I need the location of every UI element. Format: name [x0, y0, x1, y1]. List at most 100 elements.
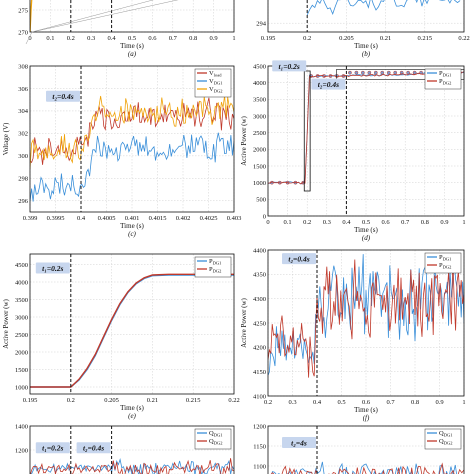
annotation-label: t₂=0.4s — [52, 92, 73, 101]
series-line-s0 — [30, 0, 33, 32]
y-tick-label: 294 — [256, 21, 267, 28]
annotation-bg — [282, 437, 316, 448]
y-tick-label: 3000 — [253, 113, 266, 120]
y-tick-label: 302 — [18, 131, 28, 138]
x-tick-label: 0.22 — [458, 35, 469, 42]
series-group — [30, 457, 234, 474]
tick-labels: 0.195 0.2 0.205 0.21 0.215 0.22 294 — [256, 21, 469, 43]
legend-box — [194, 256, 232, 278]
panel-caption: (e) — [128, 412, 136, 420]
series-line-VDG2 — [30, 95, 234, 170]
legend-label: QDG1 — [209, 430, 222, 438]
legend-label: QDG2 — [439, 438, 452, 446]
panel-caption: (d) — [362, 234, 371, 242]
tick-labels: 0 0.1 0.2 0.3 0.4 0.5 0.6 0.7 0.8 0.9 1 270 275 — [18, 7, 235, 42]
tick-labels: 0.2 0.3 0.4 0.5 0.6 0.7 0.8 0.9 1 4100 4150 4200 425… — [253, 247, 466, 406]
y-tick-label: 275 — [18, 7, 28, 14]
x-tick-label: 0.6 — [382, 219, 391, 226]
x-tick-label: 0.3 — [323, 219, 331, 226]
x-tick-label: 0.8 — [421, 219, 429, 226]
annotation-bg — [35, 262, 70, 274]
data-point — [361, 70, 365, 75]
chart-b: 0.195 0.2 0.205 0.21 0.215 0.22 294 Time (s)(b) — [256, 0, 470, 58]
series-line-QDG1 — [30, 457, 234, 474]
panel-caption: (a) — [128, 50, 137, 58]
legend-box — [424, 68, 462, 90]
y-tick-label: 1000 — [253, 180, 266, 187]
y-tick-label: 4350 — [253, 272, 266, 279]
y-tick-label: 4250 — [253, 320, 266, 327]
x-tick-label: 0.4005 — [98, 215, 116, 222]
y-tick-label: 4500 — [253, 63, 266, 70]
x-tick-label: 0.5 — [362, 219, 370, 226]
legend-label-sub: DG2 — [443, 81, 452, 86]
x-tick-label: 0.1 — [46, 35, 54, 42]
legend-label: PDG1 — [439, 254, 451, 262]
x-tick-label: 0.6 — [362, 399, 371, 406]
zoom-box — [303, 70, 311, 192]
x-tick-label: 0.215 — [417, 35, 432, 42]
annotation-label: t₁=0.2s — [42, 264, 63, 273]
plot-frame — [29, 0, 235, 33]
y-tick-label: 296 — [18, 198, 29, 205]
annotation-bg — [272, 60, 307, 72]
y-tick-label: 300 — [18, 153, 28, 160]
x-tick-label: 0 — [266, 219, 269, 226]
x-tick-label: 0 — [28, 35, 31, 42]
x-tick-label: 0.5 — [337, 399, 345, 406]
annotation-label: t₂=4s — [291, 439, 307, 448]
legend-box — [424, 428, 462, 450]
x-tick-label: 0.9 — [435, 399, 443, 406]
x-tick-label: 0.7 — [386, 399, 395, 406]
annotation-label: t₂=0.4s — [318, 80, 339, 89]
y-tick-label: 0 — [263, 213, 266, 220]
legend-box — [194, 428, 232, 450]
chart-e: 0.195 0.2 0.205 0.21 0.215 0.22 1000 1500 2000 25… — [2, 253, 240, 420]
legend-label-sub: DG1 — [443, 73, 452, 78]
y-axis-label: Active Power (w) — [2, 298, 10, 348]
x-axis-label: Time (s) — [120, 222, 144, 230]
data-point — [386, 70, 391, 75]
grid — [29, 0, 235, 33]
legend-label: VDG1 — [209, 78, 222, 86]
legend-label-sub: DG1 — [444, 433, 453, 438]
legend-label-main: P — [439, 70, 443, 77]
x-tick-label: 0.5 — [128, 35, 136, 42]
tick-labels: 0 0.1 0.2 0.3 0.4 0.5 0.6 0.7 0.8 0.9 1 0 500 1000 150… — [253, 63, 466, 226]
plot-frame — [267, 425, 465, 474]
legend-label-main: P — [209, 266, 213, 273]
series-line-Vload — [30, 97, 234, 165]
legend-label: PDG1 — [209, 258, 221, 266]
data-point — [335, 74, 339, 78]
chart-d: 0 0.1 0.2 0.3 0.4 0.5 0.6 0.7 0.8 0.9 1 0 500 1000 150… — [240, 60, 466, 242]
chart-a: 0 0.1 0.2 0.3 0.4 0.5 0.6 0.7 0.8 0.9 1 270 275 Time … — [18, 0, 236, 58]
x-tick-label: 0.403 — [227, 215, 242, 222]
x-tick-label: 0.401 — [125, 215, 140, 222]
legend-label-sub: load — [214, 73, 222, 78]
legend-label-sub: DG2 — [214, 89, 223, 94]
series-group — [306, 0, 461, 16]
series-group — [268, 254, 464, 378]
y-tick-label: 500 — [256, 197, 266, 204]
x-tick-label: 0.1 — [284, 219, 292, 226]
y-tick-label: 2500 — [15, 332, 28, 339]
y-tick-label: 1200 — [253, 423, 266, 430]
x-tick-label: 0.4 — [77, 215, 86, 222]
x-tick-label: 0.21 — [147, 397, 158, 404]
grid — [267, 0, 465, 32]
x-axis-label: Time (s) — [354, 42, 378, 50]
x-tick-label: 0.402 — [176, 215, 191, 222]
y-tick-label: 1150 — [253, 443, 266, 450]
legend-label: Vload — [209, 70, 222, 78]
series-line-PDG1 — [30, 274, 234, 388]
series-line-PDG2 — [268, 258, 464, 378]
x-tick-label: 0.3 — [288, 399, 296, 406]
series-line-VDG1 — [30, 132, 234, 202]
x-tick-label: 1 — [462, 399, 465, 406]
zoom-connector — [31, 0, 154, 33]
y-tick-label: 304 — [18, 108, 29, 115]
